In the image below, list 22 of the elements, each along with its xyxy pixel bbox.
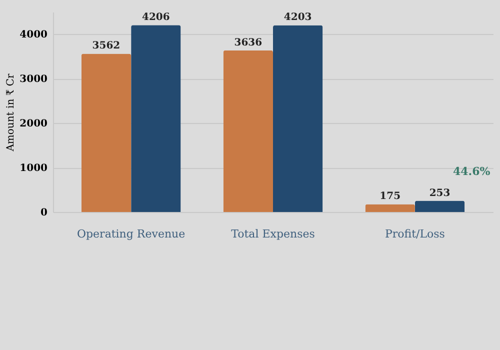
- bar: [81, 54, 132, 212]
- y-tick-label: 4000: [20, 30, 48, 41]
- data-label: 3636: [234, 37, 262, 48]
- annotation: 44.6%: [453, 165, 491, 178]
- x-tick-label: Total Expenses: [231, 228, 316, 240]
- bar: [131, 25, 181, 212]
- y-tick-label: 1000: [20, 163, 48, 174]
- bar: [365, 204, 415, 212]
- bar: [414, 200, 465, 212]
- bar: [223, 50, 273, 212]
- y-tick-label: 0: [40, 208, 48, 218]
- x-tick-label: Operating Revenue: [76, 228, 186, 240]
- y-tick-label: 3000: [20, 74, 48, 86]
- bar: [273, 25, 323, 212]
- x-tick-label: Profit/Loss: [384, 228, 446, 240]
- data-label: 4203: [284, 12, 312, 24]
- data-label: 175: [380, 191, 401, 202]
- y-tick-label: 2000: [20, 118, 48, 130]
- data-label: 4206: [142, 12, 170, 24]
- y-axis-title: Amount in ₹ Cr: [6, 73, 17, 152]
- data-label: 253: [429, 188, 450, 199]
- data-label: 3562: [92, 40, 120, 52]
